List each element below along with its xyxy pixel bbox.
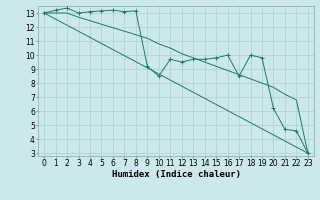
X-axis label: Humidex (Indice chaleur): Humidex (Indice chaleur) xyxy=(111,170,241,179)
